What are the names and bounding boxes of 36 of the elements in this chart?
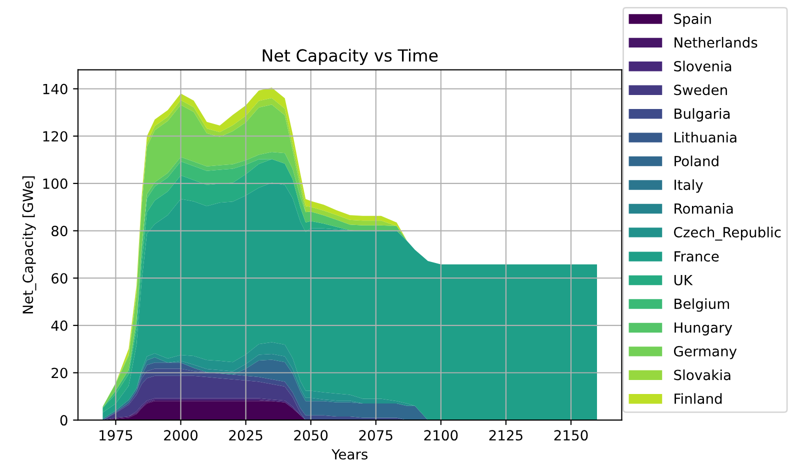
x-tick-label: 2075 [359, 430, 392, 441]
legend-label: Czech_Republic [674, 226, 781, 241]
legend-label: Lithuania [674, 132, 736, 143]
y-axis-title: Net_Capacity [GWe] [22, 176, 36, 314]
x-tick-label: 2050 [294, 430, 328, 441]
x-tick-label: 2100 [424, 430, 458, 441]
x-tick-label: 2125 [489, 430, 522, 441]
y-tick-label: 120 [43, 131, 68, 142]
legend-label: Bulgaria [674, 108, 730, 122]
legend-label: Slovenia [674, 60, 732, 72]
legend-label: UK [674, 275, 693, 286]
y-tick-label: 20 [52, 368, 68, 378]
legend-label: France [674, 251, 719, 262]
legend-label: Sweden [674, 84, 727, 96]
legend-label: Finland [674, 393, 722, 404]
legend-label: Spain [674, 13, 711, 27]
x-tick-label: 2025 [229, 430, 262, 441]
y-tick-label: 80 [52, 226, 68, 236]
legend-label: Poland [674, 156, 718, 166]
y-tick-label: 40 [51, 320, 68, 331]
y-tick-label: 0 [60, 415, 68, 426]
y-tick-label: 60 [52, 273, 68, 284]
legend-label: Hungary [674, 322, 732, 336]
legend-label: Netherlands [674, 36, 758, 48]
chart-title: Net Capacity vs Time [262, 48, 438, 65]
x-tick-label: 2000 [164, 430, 198, 441]
x-axis-title: Years [332, 449, 368, 460]
legend-label: Belgium [674, 298, 729, 312]
legend-label: Italy [674, 179, 703, 193]
x-tick-label: 1975 [100, 430, 132, 441]
x-tick-label: 2150 [554, 430, 588, 441]
legend-label: Germany [674, 346, 737, 360]
y-tick-label: 100 [43, 178, 68, 189]
legend-label: Romania [674, 203, 733, 214]
legend-label: Slovakia [674, 369, 730, 380]
y-tick-label: 140 [43, 84, 68, 94]
